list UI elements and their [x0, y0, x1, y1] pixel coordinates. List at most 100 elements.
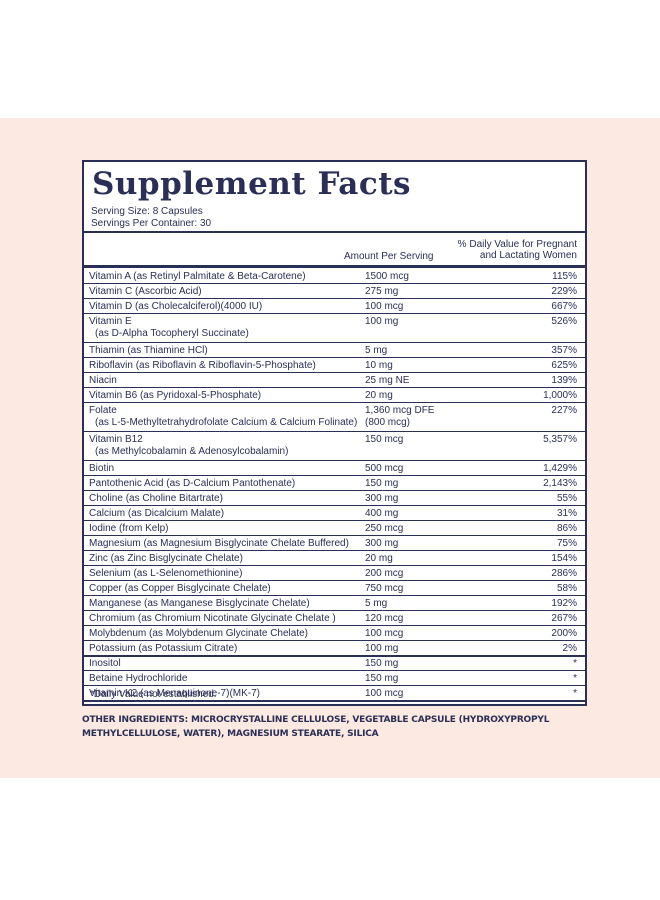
table-row: Zinc (as Zinc Bisglycinate Chelate) 20 mg… — [84, 551, 585, 566]
nutrient-name: Biotin — [89, 463, 114, 475]
daily-value: * — [573, 688, 577, 699]
nutrient-name-line: Pantothenic Acid (as D-Calcium Pantothen… — [89, 478, 296, 489]
amount-line: 500 mcg — [365, 463, 404, 474]
dv-column-header: % Daily Value for Pregnant and Lactating… — [458, 239, 577, 261]
nutrient-name: Vitamin C (Ascorbic Acid) — [89, 286, 202, 298]
row-divider — [84, 357, 585, 358]
row-divider — [84, 700, 585, 702]
daily-value: 267% — [551, 613, 577, 624]
amount-per-serving: 400 mg — [365, 508, 398, 520]
amount-per-serving: 100 mg — [365, 643, 398, 655]
table-row: Vitamin B6 (as Pyridoxal-5-Phosphate) 20 … — [84, 388, 585, 403]
row-divider — [84, 550, 585, 551]
row-divider — [84, 313, 585, 314]
nutrient-name-line: Vitamin A (as Retinyl Palmitate & Beta-C… — [89, 271, 306, 282]
amount-per-serving: 100 mcg — [365, 628, 403, 640]
nutrient-name: Zinc (as Zinc Bisglycinate Chelate) — [89, 553, 243, 565]
nutrient-name: Riboflavin (as Riboflavin & Riboflavin-5… — [89, 360, 316, 372]
amount-per-serving: 275 mg — [365, 286, 398, 298]
amount-per-serving: 5 mg — [365, 345, 387, 357]
nutrient-name: Choline (as Choline Bitartrate) — [89, 493, 223, 505]
amount-line: 150 mg — [365, 478, 399, 489]
table-row: Riboflavin (as Riboflavin & Riboflavin-5… — [84, 358, 585, 373]
other-ingredients-heading: OTHER INGREDIENTS: — [82, 715, 188, 725]
nutrient-name: Vitamin B6 (as Pyridoxal-5-Phosphate) — [89, 390, 261, 402]
daily-value: 2,143% — [543, 478, 577, 489]
nutrient-name: Inositol — [89, 658, 121, 670]
amount-line: 1500 mcg — [365, 271, 409, 282]
amount-line: 300 mg — [365, 493, 399, 504]
daily-value: 139% — [551, 375, 577, 386]
row-divider — [84, 595, 585, 596]
row-divider — [84, 610, 585, 611]
amount-per-serving: 120 mcg — [365, 613, 403, 625]
nutrient-name: Iodine (from Kelp) — [89, 523, 168, 535]
amount-per-serving: 250 mcg — [365, 523, 403, 535]
nutrient-name: Manganese (as Manganese Bisglycinate Che… — [89, 598, 310, 610]
nutrient-name: Vitamin A (as Retinyl Palmitate & Beta-C… — [89, 271, 306, 283]
table-row: Vitamin B12 (as Methylcobalamin & Adenosy… — [84, 432, 585, 461]
amount-line: 100 mcg — [365, 301, 404, 312]
nutrient-name-line: Zinc (as Zinc Bisglycinate Chelate) — [89, 553, 243, 564]
amount-line: 5 mg — [365, 598, 388, 609]
amount-per-serving: 100 mg — [365, 316, 398, 328]
nutrient-name-line: Choline (as Choline Bitartrate) — [89, 493, 223, 504]
daily-value: * — [573, 673, 577, 684]
amount-line: 275 mg — [365, 286, 399, 297]
amount-per-serving: 20 mg — [365, 390, 393, 402]
amount-column-header: Amount Per Serving — [344, 251, 434, 262]
row-divider — [84, 565, 585, 566]
daily-value: 200% — [551, 628, 577, 639]
nutrient-source-line: (as Methylcobalamin & Adenosylcobalamin) — [95, 446, 289, 457]
row-divider — [84, 535, 585, 536]
table-row: Betaine Hydrochloride 150 mg * — [84, 671, 585, 686]
table-row: Vitamin E (as D-Alpha Tocopheryl Succinat… — [84, 314, 585, 343]
dv-header-line-1: % Daily Value for Pregnant — [457, 239, 577, 250]
nutrient-name-line: Vitamin E — [89, 316, 132, 327]
nutrient-name: Vitamin D (as Cholecalciferol)(4000 IU) — [89, 301, 262, 313]
serving-size: Serving Size: 8 Capsules — [91, 206, 203, 217]
nutrient-name: Vitamin B12 (as Methylcobalamin & Adenosy… — [89, 434, 288, 458]
nutrient-name-line: Inositol — [89, 658, 121, 669]
amount-line: 100 mcg — [365, 628, 404, 639]
daily-value: 1,000% — [543, 390, 577, 401]
amount-line: 200 mcg — [365, 568, 404, 579]
daily-value: 2% — [562, 643, 577, 654]
table-row: Magnesium (as Magnesium Bisglycinate Che… — [84, 536, 585, 551]
servings-per-container: Servings Per Container: 30 — [91, 218, 212, 229]
amount-line: 300 mg — [365, 538, 399, 549]
nutrient-name-line: Riboflavin (as Riboflavin & Riboflavin-5… — [89, 360, 316, 371]
table-row: Potassium (as Potassium Citrate) 100 mg 2% — [84, 641, 585, 657]
header-rule — [84, 231, 585, 233]
daily-value: 286% — [551, 568, 577, 579]
amount-per-serving: 150 mg — [365, 658, 398, 670]
table-row: Biotin 500 mcg 1,429% — [84, 461, 585, 476]
amount-per-serving: 750 mcg — [365, 583, 403, 595]
table-row: Selenium (as L-Selenomethionine) 200 mcg 2… — [84, 566, 585, 581]
nutrient-name: Potassium (as Potassium Citrate) — [89, 643, 237, 655]
nutrient-name: Vitamin E (as D-Alpha Tocopheryl Succinat… — [89, 316, 249, 340]
nutrient-name-line: Niacin — [89, 375, 117, 386]
nutrient-name: Copper (as Copper Bisglycinate Chelate) — [89, 583, 271, 595]
daily-value: 625% — [551, 360, 577, 371]
amount-per-serving: 150 mg — [365, 478, 398, 490]
amount-per-serving: 150 mg — [365, 673, 398, 685]
row-divider — [84, 387, 585, 388]
daily-value: 192% — [551, 598, 577, 609]
nutrient-name: Chromium (as Chromium Nicotinate Glycina… — [89, 613, 336, 625]
amount-per-serving: 1500 mcg — [365, 271, 409, 283]
amount-per-serving: 200 mcg — [365, 568, 403, 580]
nutrient-name-line: Thiamin (as Thiamine HCl) — [89, 345, 208, 356]
amount-line: 25 mg NE — [365, 375, 410, 386]
row-divider — [84, 640, 585, 641]
nutrient-name: Thiamin (as Thiamine HCl) — [89, 345, 208, 357]
row-divider — [84, 298, 585, 299]
amount-per-serving: 300 mg — [365, 493, 398, 505]
table-row: Vitamin K2 (as Menaquinone-7)(MK-7) 100 m… — [84, 686, 585, 702]
table-row: Niacin 25 mg NE 139% — [84, 373, 585, 388]
dv-header-line-2: and Lactating Women — [479, 250, 577, 261]
amount-line: 150 mg — [365, 658, 399, 669]
row-divider — [84, 475, 585, 476]
row-divider — [84, 342, 585, 343]
table-row: Inositol 150 mg * — [84, 656, 585, 671]
